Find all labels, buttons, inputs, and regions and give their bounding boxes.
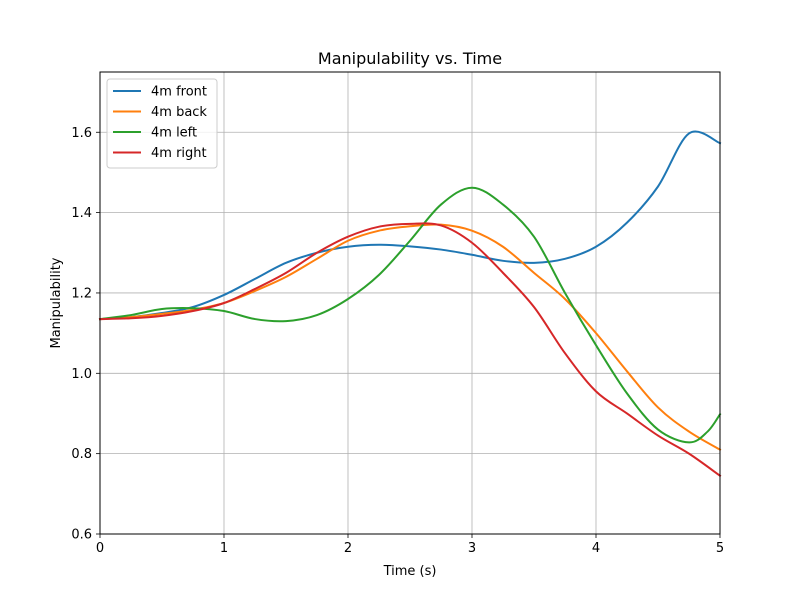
series-line-4m-front: [98, 130, 722, 321]
x-axis-label: Time (s): [383, 564, 437, 579]
plot-area-frame: [99, 71, 721, 535]
series-line-4m-right: [98, 222, 722, 478]
y-tick-label: 1.4: [71, 206, 92, 221]
y-tick-label: 1.2: [71, 286, 92, 301]
y-tick-label: 0.6: [71, 528, 92, 543]
chart-title: Manipulability vs. Time: [318, 49, 502, 68]
legend-label-4m-front: 4m front: [151, 85, 207, 100]
x-tick-label: 1: [220, 541, 228, 556]
x-tick-label: 2: [344, 541, 352, 556]
x-tick-label: 5: [716, 541, 724, 556]
legend-box: [106, 78, 218, 169]
x-tick-label: 0: [96, 541, 104, 556]
y-tick-label: 0.8: [71, 447, 92, 462]
x-tick-label: 3: [468, 541, 476, 556]
x-tick-label: 4: [592, 541, 600, 556]
legend-label-4m-right: 4m right: [151, 146, 207, 161]
legend-label-4m-back: 4m back: [151, 105, 207, 120]
y-tick-label: 1.6: [71, 126, 92, 141]
legend: 4m front 4m back 4m left 4m right: [106, 78, 218, 169]
y-axis-label: Manipulability: [49, 257, 64, 348]
legend-label-4m-left: 4m left: [151, 126, 197, 141]
axis-ticks: 0 1 2 3 4 5 0.6 0.8 1.0 1.2 1.4 1.6: [71, 126, 724, 556]
series-lines: [98, 130, 722, 478]
y-tick-label: 1.0: [71, 367, 92, 382]
series-line-4m-left: [98, 186, 722, 444]
